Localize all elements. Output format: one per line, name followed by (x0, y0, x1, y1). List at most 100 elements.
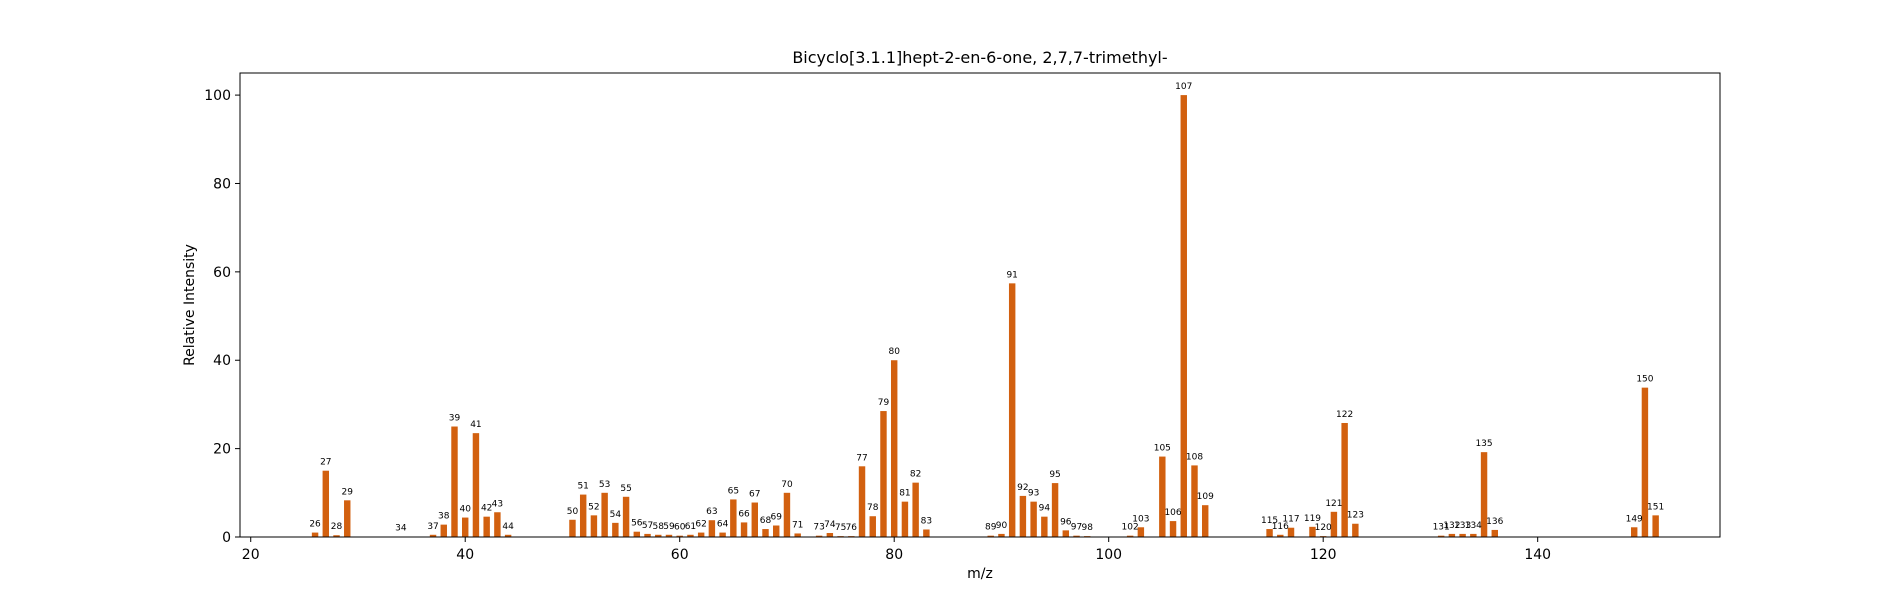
bar-label-mz-75: 75 (835, 523, 846, 533)
bar-mz-122 (1341, 422, 1348, 537)
bar-label-mz-37: 37 (427, 522, 438, 532)
bar-mz-90 (998, 533, 1005, 537)
y-axis-label: Relative Intensity (182, 244, 198, 366)
bar-mz-73 (815, 535, 823, 537)
bar-label-mz-29: 29 (342, 487, 354, 497)
bar-label-mz-78: 78 (867, 503, 879, 513)
bar-label-mz-63: 63 (706, 507, 717, 517)
bar-mz-54 (612, 522, 619, 537)
bar-label-mz-116: 116 (1272, 522, 1289, 532)
bar-mz-43 (494, 512, 501, 537)
bar-label-mz-76: 76 (846, 523, 858, 533)
bar-mz-29 (344, 500, 351, 537)
bar-label-mz-66: 66 (738, 509, 750, 519)
bar-label-mz-97: 97 (1071, 523, 1082, 533)
bar-label-mz-73: 73 (813, 523, 824, 533)
bar-mz-58 (655, 534, 662, 537)
y-axis-ticks: 0 20 40 60 80 100 (204, 88, 240, 546)
bar-mz-66 (740, 522, 748, 537)
bar-label-mz-41: 41 (470, 420, 481, 430)
bar-mz-52 (590, 515, 598, 537)
bar-mz-80 (890, 360, 898, 537)
bar-label-mz-71: 71 (792, 520, 803, 530)
x-tick-label: 60 (671, 547, 689, 563)
y-tick-label: 20 (213, 442, 231, 458)
bar-label-mz-59: 59 (663, 522, 675, 532)
bar-label-mz-65: 65 (728, 486, 739, 496)
bar-label-mz-121: 121 (1325, 499, 1342, 509)
bar-label-mz-50: 50 (567, 507, 579, 517)
bar-label-mz-68: 68 (760, 516, 772, 526)
bar-label-mz-60: 60 (674, 523, 686, 533)
bar-mz-53 (601, 492, 608, 537)
bar-mz-92 (1019, 495, 1027, 537)
bar-label-mz-57: 57 (642, 521, 653, 531)
bar-label-mz-123: 123 (1347, 511, 1364, 521)
bar-mz-119 (1309, 526, 1316, 537)
bar-mz-69 (773, 525, 780, 537)
bar-mz-42 (483, 516, 490, 537)
bar-mz-65 (730, 499, 737, 537)
bar-mz-136 (1491, 529, 1498, 537)
bars-group (311, 95, 1659, 537)
bar-label-mz-44: 44 (502, 522, 514, 532)
bar-mz-60 (676, 535, 683, 537)
bar-mz-131 (1437, 535, 1445, 537)
bar-label-mz-119: 119 (1304, 514, 1321, 524)
bar-label-mz-150: 150 (1636, 375, 1653, 385)
bar-label-mz-98: 98 (1082, 523, 1094, 533)
bar-label-mz-91: 91 (1006, 270, 1017, 280)
x-tick-label: 80 (885, 547, 903, 563)
bar-label-mz-61: 61 (685, 522, 696, 532)
bar-label-mz-93: 93 (1028, 489, 1039, 499)
bar-mz-102 (1126, 535, 1134, 537)
bar-label-mz-64: 64 (717, 520, 729, 530)
plot-frame (239, 72, 1721, 538)
y-tick-label: 100 (204, 88, 231, 104)
bar-mz-44 (504, 534, 512, 537)
bar-label-mz-39: 39 (449, 414, 461, 424)
bar-mz-40 (462, 517, 469, 537)
bar-mz-132 (1448, 533, 1456, 537)
x-tick-label: 140 (1524, 547, 1551, 563)
bar-mz-115 (1266, 529, 1273, 537)
bar-mz-55 (622, 496, 630, 537)
bar-label-mz-102: 102 (1122, 523, 1139, 533)
bar-label-mz-90: 90 (996, 521, 1008, 531)
bar-mz-123 (1352, 523, 1359, 537)
bar-mz-57 (644, 533, 651, 537)
bar-mz-79 (880, 411, 887, 537)
bar-mz-81 (901, 501, 909, 537)
bar-mz-97 (1073, 535, 1080, 537)
x-tick-label: 20 (242, 547, 260, 563)
bar-mz-117 (1287, 527, 1295, 537)
bar-mz-39 (451, 426, 458, 537)
bar-mz-107 (1180, 95, 1187, 537)
bar-label-mz-52: 52 (588, 502, 599, 512)
bar-mz-78 (869, 516, 876, 537)
bar-mz-96 (1062, 530, 1070, 537)
bar-label-mz-94: 94 (1039, 504, 1051, 514)
bar-label-mz-106: 106 (1164, 508, 1181, 518)
bar-label-mz-108: 108 (1186, 452, 1203, 462)
bar-label-mz-89: 89 (985, 523, 997, 533)
bar-label-mz-103: 103 (1132, 514, 1149, 524)
bar-mz-26 (311, 532, 319, 537)
bar-mz-71 (794, 533, 801, 537)
bar-mz-121 (1330, 511, 1338, 537)
bar-mz-91 (1008, 283, 1016, 537)
bar-mz-94 (1041, 516, 1048, 537)
bar-label-mz-132: 132 (1443, 521, 1460, 531)
x-tick-label: 120 (1310, 547, 1337, 563)
bar-label-mz-51: 51 (577, 482, 588, 492)
bar-label-mz-77: 77 (856, 453, 867, 463)
bar-label-mz-28: 28 (331, 522, 343, 532)
bar-label-mz-69: 69 (771, 513, 783, 523)
bar-mz-61 (687, 534, 694, 537)
bar-mz-108 (1191, 465, 1198, 537)
bar-mz-27 (322, 470, 330, 537)
bar-label-mz-109: 109 (1197, 492, 1214, 502)
bar-mz-41 (472, 433, 480, 537)
bar-label-mz-38: 38 (438, 512, 450, 522)
x-tick-label: 100 (1095, 547, 1122, 563)
